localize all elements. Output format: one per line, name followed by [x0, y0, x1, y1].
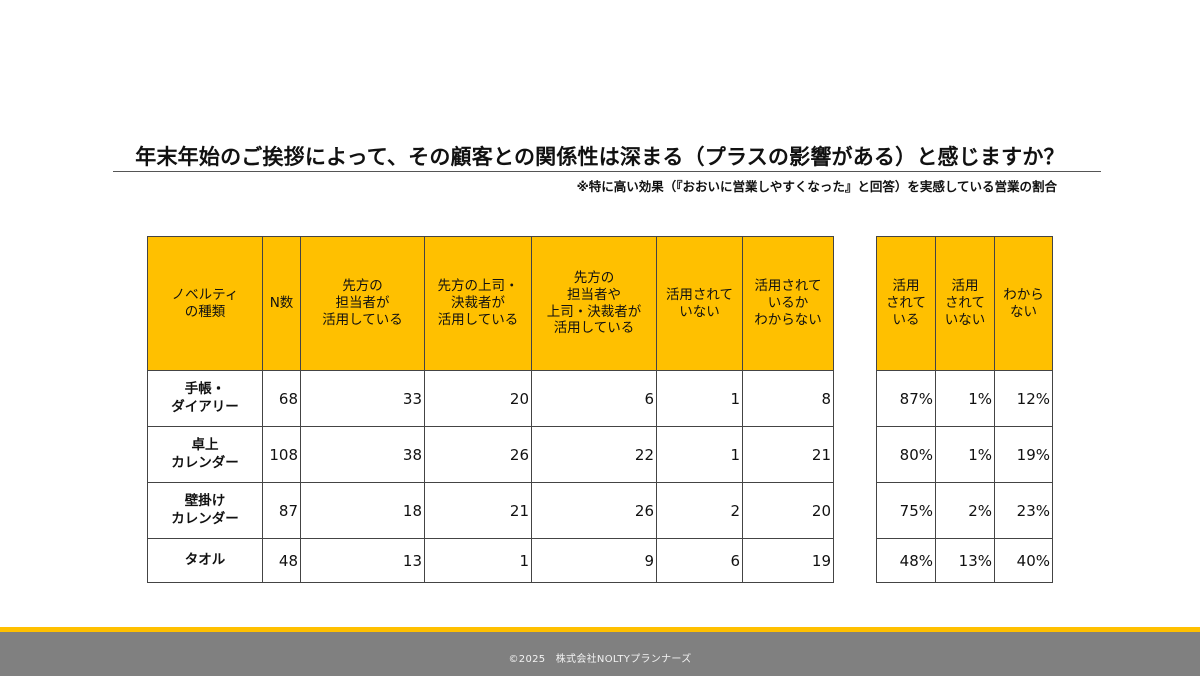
- cell-value: 26: [531, 482, 657, 539]
- cell-value: 22: [531, 426, 657, 483]
- header-boss-uses: 先方の上司・ 決裁者が 活用している: [424, 236, 532, 371]
- header-novelty-type: ノベルティ の種類: [147, 236, 263, 371]
- cell-value: 108: [262, 426, 301, 483]
- cell-percent: 23%: [994, 482, 1053, 539]
- row-label: タオル: [147, 538, 263, 583]
- cell-percent: 1%: [935, 370, 995, 427]
- header-both-use: 先方の 担当者や 上司・決裁者が 活用している: [531, 236, 657, 371]
- cell-value: 9: [531, 538, 657, 583]
- cell-value: 8: [742, 370, 834, 427]
- cell-percent: 1%: [935, 426, 995, 483]
- novelty-usage-table: ノベルティ の種類 N数 先方の 担当者が 活用している 先方の上司・ 決裁者が 活用して…: [147, 236, 834, 583]
- cell-value: 19: [742, 538, 834, 583]
- usage-percentage-table: 活用 されて いる 活用 されて いない わから ない 87% 1% 12% 80% 1%…: [876, 236, 1053, 583]
- cell-percent: 19%: [994, 426, 1053, 483]
- footer-copyright: ©2025 株式会社NOLTYプランナーズ: [508, 654, 692, 665]
- header-not-used-pct: 活用 されて いない: [935, 236, 995, 371]
- table-row: 48% 13% 40%: [876, 538, 1053, 583]
- cell-value: 1: [656, 370, 743, 427]
- cell-value: 68: [262, 370, 301, 427]
- header-contact-uses: 先方の 担当者が 活用している: [300, 236, 425, 371]
- cell-value: 21: [424, 482, 532, 539]
- title-divider: [113, 171, 1101, 172]
- row-label: 壁掛け カレンダー: [147, 482, 263, 539]
- cell-percent: 2%: [935, 482, 995, 539]
- row-label: 手帳・ ダイアリー: [147, 370, 263, 427]
- cell-value: 6: [531, 370, 657, 427]
- cell-value: 21: [742, 426, 834, 483]
- cell-value: 6: [656, 538, 743, 583]
- header-unknown: 活用されて いるか わからない: [742, 236, 834, 371]
- cell-percent: 75%: [876, 482, 936, 539]
- table-row: タオル 48 13 1 9 6 19: [147, 538, 834, 583]
- cell-value: 18: [300, 482, 425, 539]
- cell-percent: 80%: [876, 426, 936, 483]
- cell-value: 20: [424, 370, 532, 427]
- cell-percent: 40%: [994, 538, 1053, 583]
- table-row: 卓上 カレンダー 108 38 26 22 1 21: [147, 426, 834, 483]
- header-not-used: 活用されて いない: [656, 236, 743, 371]
- cell-value: 33: [300, 370, 425, 427]
- table-row: 75% 2% 23%: [876, 482, 1053, 539]
- cell-value: 1: [424, 538, 532, 583]
- table-row: 壁掛け カレンダー 87 18 21 26 2 20: [147, 482, 834, 539]
- page-title: 年末年始のご挨拶によって、その顧客との関係性は深まる（プラスの影響がある）と感じ…: [135, 145, 1065, 169]
- cell-percent: 12%: [994, 370, 1053, 427]
- cell-value: 1: [656, 426, 743, 483]
- cell-value: 26: [424, 426, 532, 483]
- table-row: 87% 1% 12%: [876, 370, 1053, 427]
- header-unknown-pct: わから ない: [994, 236, 1053, 371]
- page-subtitle: ※特に高い効果（『おおいに営業しやすくなった』と回答）を実感している営業の割合: [576, 179, 1057, 194]
- table-row: 手帳・ ダイアリー 68 33 20 6 1 8: [147, 370, 834, 427]
- footer-bar: [0, 632, 1200, 676]
- cell-value: 2: [656, 482, 743, 539]
- cell-percent: 87%: [876, 370, 936, 427]
- header-n-count: N数: [262, 236, 301, 371]
- table-header-row: ノベルティ の種類 N数 先方の 担当者が 活用している 先方の上司・ 決裁者が 活用して…: [147, 236, 834, 371]
- cell-percent: 13%: [935, 538, 995, 583]
- table-row: 80% 1% 19%: [876, 426, 1053, 483]
- table-header-row: 活用 されて いる 活用 されて いない わから ない: [876, 236, 1053, 371]
- footer-accent-stripe: [0, 627, 1200, 632]
- header-used-pct: 活用 されて いる: [876, 236, 936, 371]
- cell-value: 48: [262, 538, 301, 583]
- cell-value: 38: [300, 426, 425, 483]
- row-label: 卓上 カレンダー: [147, 426, 263, 483]
- cell-value: 87: [262, 482, 301, 539]
- cell-percent: 48%: [876, 538, 936, 583]
- cell-value: 20: [742, 482, 834, 539]
- cell-value: 13: [300, 538, 425, 583]
